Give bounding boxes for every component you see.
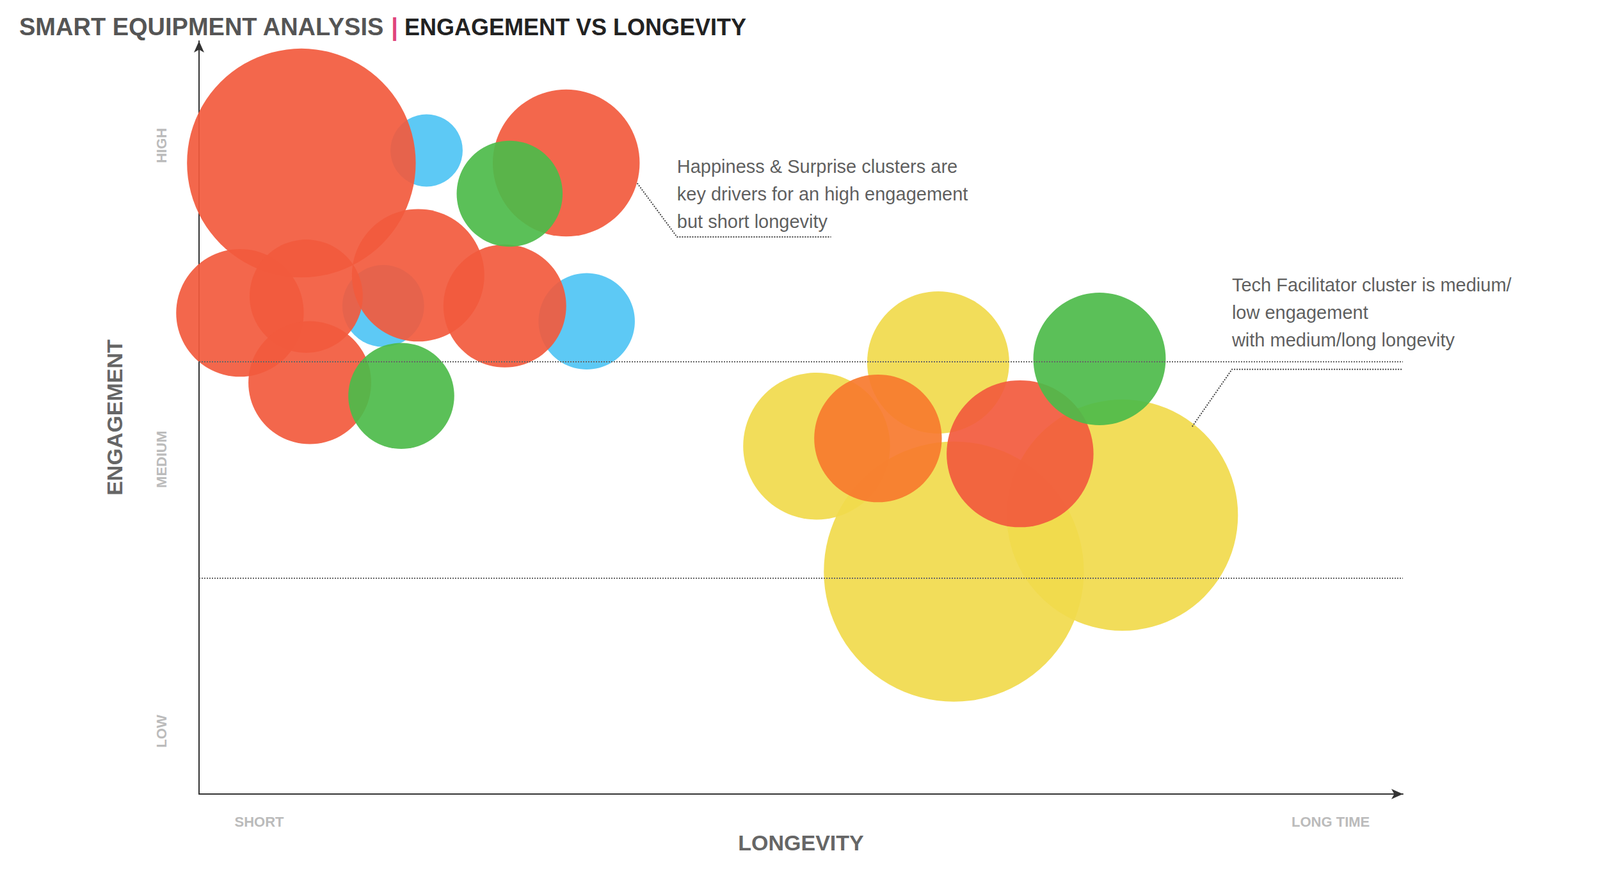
svg-text:Tech Facilitator cluster is me: Tech Facilitator cluster is medium/ bbox=[1232, 274, 1513, 296]
svg-text:LOW: LOW bbox=[153, 714, 170, 748]
svg-text:LONG TIME: LONG TIME bbox=[1291, 813, 1370, 830]
svg-text:LONGEVITY: LONGEVITY bbox=[737, 830, 864, 855]
svg-text:low engagement: low engagement bbox=[1232, 302, 1369, 323]
svg-text:SMART EQUIPMENT ANALYSIS: SMART EQUIPMENT ANALYSIS bbox=[19, 13, 391, 41]
svg-text:with medium/long longevity: with medium/long longevity bbox=[1231, 329, 1456, 351]
svg-text:MEDIUM: MEDIUM bbox=[153, 430, 170, 488]
svg-text:but short longevity: but short longevity bbox=[677, 211, 829, 232]
svg-text:HIGH: HIGH bbox=[153, 128, 170, 164]
svg-text:SHORT: SHORT bbox=[234, 813, 285, 830]
svg-text:ENGAGEMENT VS LONGEVITY: ENGAGEMENT VS LONGEVITY bbox=[398, 14, 747, 41]
svg-text:key drivers for an high engage: key drivers for an high engagement bbox=[677, 183, 969, 205]
svg-text:|: | bbox=[391, 13, 399, 41]
svg-text:ENGAGEMENT: ENGAGEMENT bbox=[102, 339, 127, 496]
svg-text:Happiness & Surprise clusters: Happiness & Surprise clusters are bbox=[677, 156, 958, 177]
